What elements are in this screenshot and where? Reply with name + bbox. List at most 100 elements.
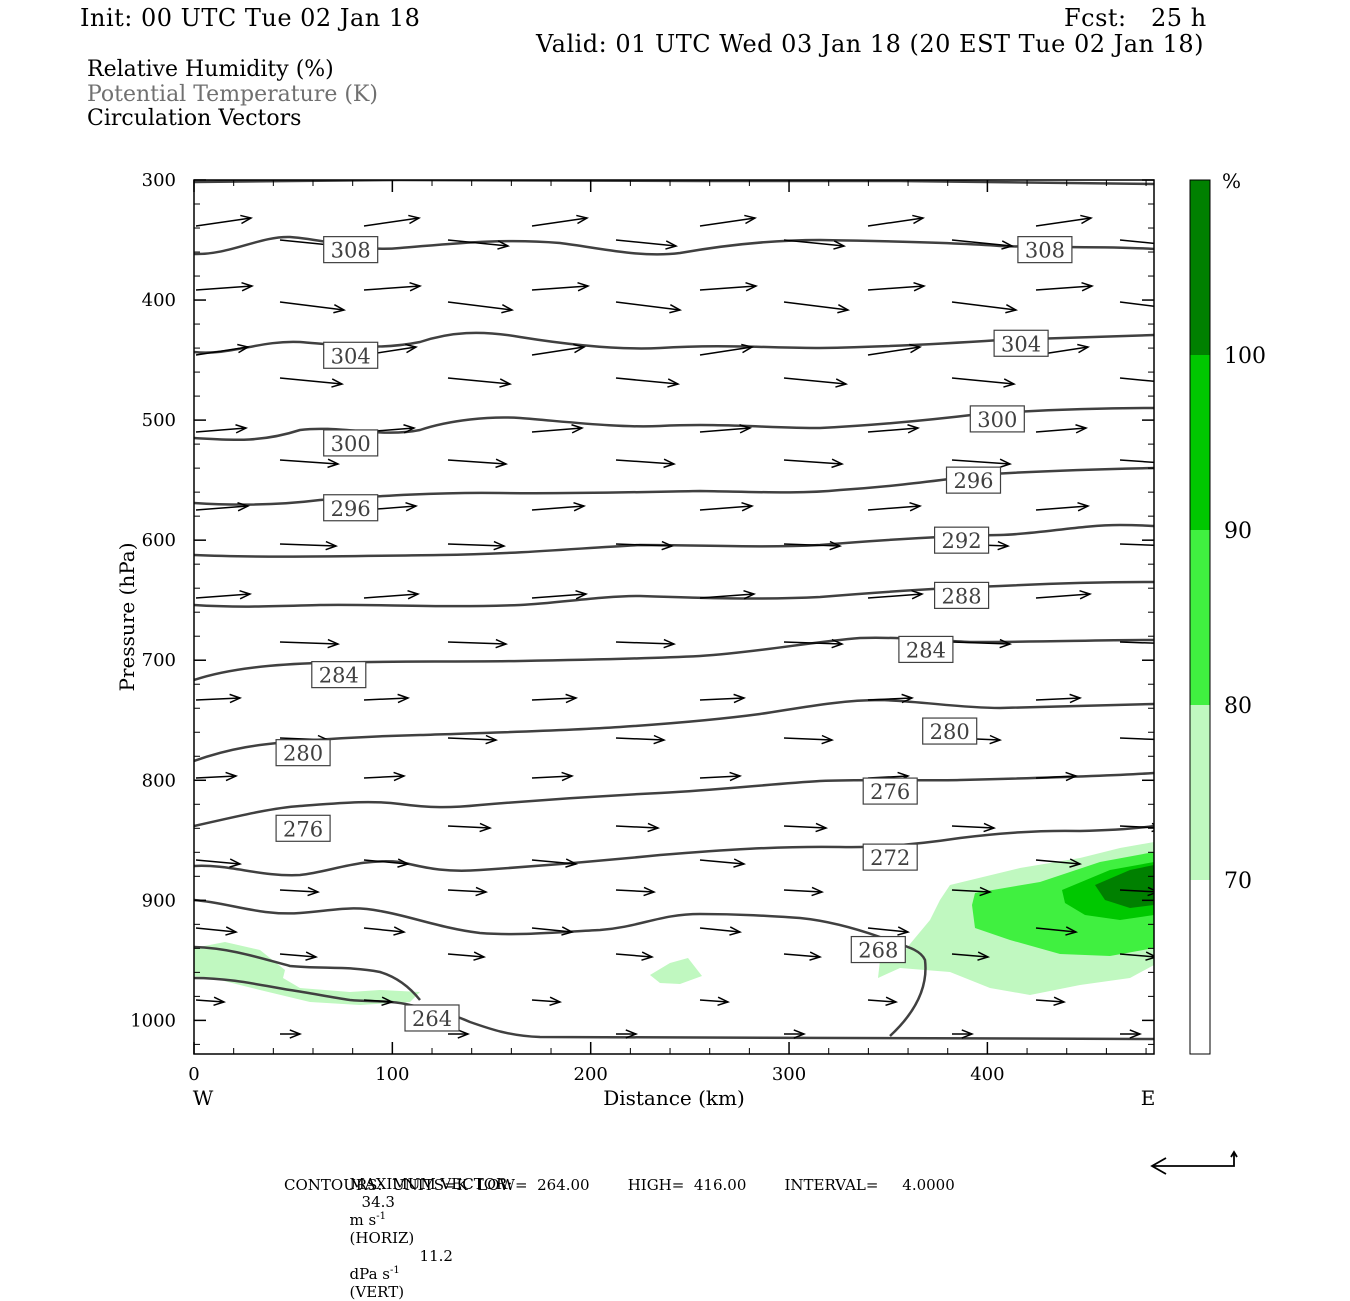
vector-arrow: [279, 951, 319, 961]
vector-arrow: [615, 951, 655, 961]
colorbar-band-70: [1190, 705, 1210, 880]
vector-arrow: [195, 501, 251, 512]
colorbar-unit: %: [1222, 169, 1241, 193]
vector-arrow: [195, 589, 253, 600]
vector-arrow: [951, 239, 1015, 250]
vector-arrow: [195, 771, 239, 782]
colorbar-label: 100: [1224, 344, 1266, 369]
legend-circulation-vectors: Circulation Vectors: [87, 106, 302, 131]
vector-arrow: [784, 1029, 807, 1039]
vector-arrow: [783, 886, 825, 897]
vector-arrow: [447, 239, 511, 250]
vector-arrow: [783, 377, 849, 388]
vector-arrow: [447, 377, 513, 388]
svg-text:268: 268: [858, 939, 898, 963]
vector-arrow: [531, 858, 579, 868]
vector-arrow: [951, 458, 1013, 469]
vector-arrow: [1035, 858, 1083, 868]
vector-arrow: [616, 1029, 639, 1039]
svg-text:300: 300: [331, 432, 371, 456]
vector-arrow: [363, 926, 407, 936]
vector-arrow: [615, 301, 683, 314]
y-tick-label: 400: [142, 290, 176, 311]
svg-text:280: 280: [930, 720, 970, 744]
vector-arrow: [1035, 281, 1095, 292]
vector-arrow: [447, 886, 489, 897]
vector-arrow: [699, 926, 743, 936]
vector-arrow: [867, 343, 922, 356]
x-tick-label: 300: [772, 1064, 806, 1085]
svg-text:308: 308: [331, 239, 371, 263]
vector-arrow: [279, 458, 341, 469]
vector-arrow: [699, 996, 731, 1007]
y-tick-label: 600: [142, 530, 176, 551]
vector-arrow: [783, 638, 845, 649]
vector-arrow: [363, 858, 411, 868]
vector-arrow: [951, 377, 1017, 388]
max-vector-label: MAXIMUM VECTOR:: [349, 1175, 513, 1193]
contour-label: 280: [275, 739, 331, 767]
rh-70-region-west: [194, 942, 420, 1005]
vector-arrow: [531, 343, 586, 356]
contour-308: [194, 235, 1154, 256]
y-axis: 300 400 500 600 700 800 900 1000: [130, 170, 1154, 1045]
y-tick-label: 1000: [130, 1010, 176, 1031]
y-tick-label: 500: [142, 410, 176, 431]
valid-time: Valid: 01 UTC Wed 03 Jan 18 (20 EST Tue …: [536, 30, 1205, 58]
horiz-value: 34.3: [361, 1193, 395, 1211]
vector-arrow: [699, 771, 743, 782]
rh-70-region-small: [650, 958, 702, 984]
vector-arrow: [363, 589, 421, 600]
vector-arrow: [1035, 501, 1091, 512]
svg-text:272: 272: [870, 846, 910, 870]
vector-arrow: [783, 734, 835, 745]
vector-arrow: [1035, 771, 1079, 782]
rh-shading: [194, 842, 1154, 1005]
vector-arrow: [1119, 951, 1154, 961]
vector-arrow: [195, 926, 239, 936]
vector-arrow: [531, 589, 589, 600]
cross-section-chart: 308 308 304 304 300 300 296 296 292 288 284 284 280 2…: [115, 169, 1266, 1175]
vector-arrow: [1035, 693, 1083, 704]
vector-arrow: [279, 377, 345, 388]
contour-label: 272: [862, 843, 918, 871]
contour-label: 308: [323, 236, 379, 264]
x-tick-label: 0: [188, 1064, 199, 1085]
vector-arrow: [1035, 214, 1094, 227]
contour-label: 304: [323, 341, 379, 369]
y-tick-label: 800: [142, 770, 176, 791]
vector-arrow: [531, 926, 575, 936]
vector-arrow: [363, 771, 407, 782]
vector-arrow: [699, 501, 755, 512]
vector-arrow: [615, 886, 657, 897]
vector-arrow: [1119, 886, 1154, 897]
vector-arrow: [615, 377, 681, 388]
svg-text:284: 284: [906, 638, 946, 662]
vector-arrow: [279, 540, 339, 551]
vector-arrow: [867, 281, 927, 292]
colorbar: % 70 80 90 100: [1189, 169, 1266, 1055]
vector-arrow: [363, 281, 423, 292]
contour-292: [194, 523, 1154, 558]
vector-arrow: [615, 540, 675, 551]
vector-arrow: [279, 886, 321, 897]
vector-arrow: [951, 301, 1019, 314]
vector-arrow: [867, 501, 923, 512]
contour-272: [194, 824, 1154, 877]
svg-text:296: 296: [953, 469, 993, 493]
contour-label: 268: [850, 935, 906, 964]
vector-arrow: [1119, 737, 1154, 741]
contour-264-upper: [194, 945, 421, 1001]
contour-label: 284: [898, 635, 954, 664]
y-tick-label: 900: [142, 890, 176, 911]
svg-text:308: 308: [1025, 239, 1065, 263]
vector-arrow: [1035, 996, 1067, 1007]
vector-arrow: [783, 239, 847, 250]
vector-arrow: [699, 424, 753, 434]
vert-value: 11.2: [419, 1247, 453, 1265]
contour-label: 296: [323, 494, 379, 522]
vector-arrow: [1120, 1029, 1143, 1039]
x-tick-label: 200: [574, 1064, 608, 1085]
forecast-hour: Fcst: 25 h: [1064, 4, 1207, 32]
vector-arrow: [195, 424, 249, 434]
